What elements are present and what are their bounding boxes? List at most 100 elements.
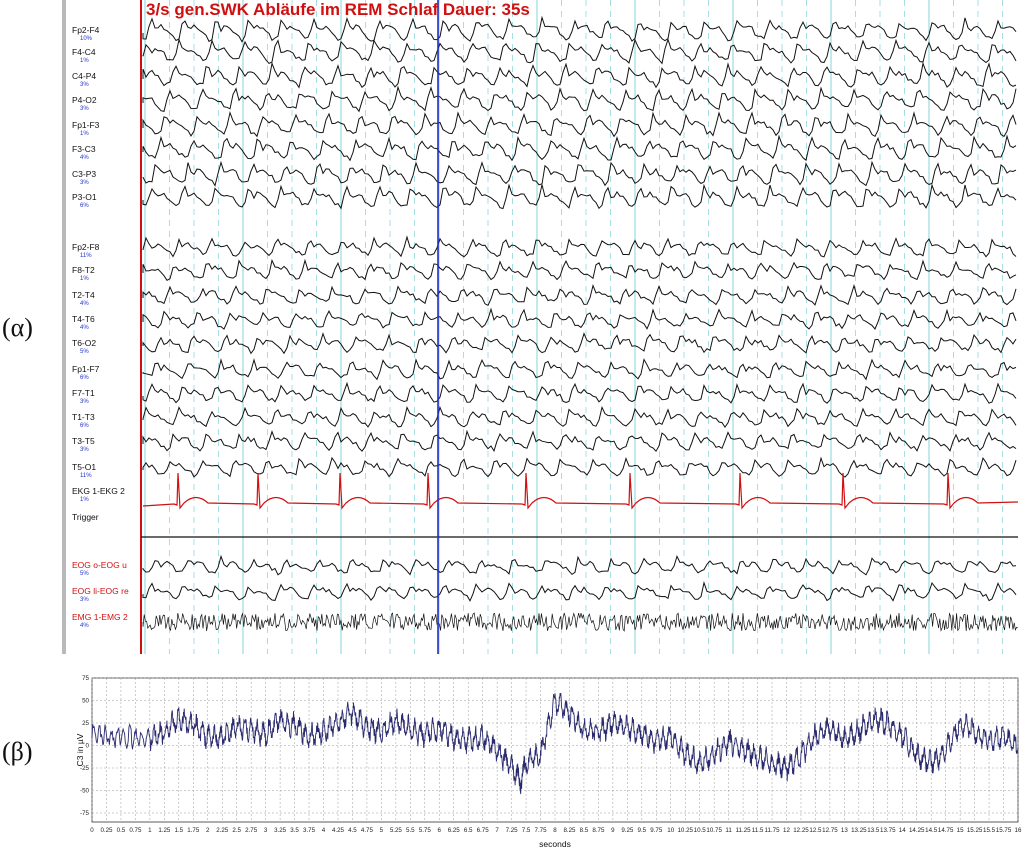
eeg-channel-trace [142,258,1017,281]
channel-gain: 6% [80,423,89,429]
c3-x-tick-label: 12.5 [809,827,822,834]
c3-x-tick-label: 12.75 [822,827,838,834]
c3-x-tick-label: 10.5 [694,827,707,834]
eeg-channel-trace [142,134,1017,162]
channel-gain: 3% [80,180,89,186]
c3-x-tick-label: 1.5 [175,827,184,834]
eeg-channel-trace [142,307,1017,330]
eeg-channel-trace [142,283,1017,306]
c3-x-tick-label: 7.75 [535,827,548,834]
eeg-channel-trace [142,580,1017,602]
c3-x-tick-label: 15.5 [983,827,996,834]
channel-gain: 4% [80,623,89,629]
c3-x-tick-label: 11.25 [736,827,752,834]
c3-x-tick-label: 6.75 [477,827,490,834]
c3-y-tick-label: -50 [80,788,90,795]
c3-x-tick-label: 4.75 [361,827,374,834]
eeg-channel-trace [142,456,1017,478]
c3-x-tick-label: 7 [495,827,499,834]
c3-x-tick-label: 5.5 [406,827,415,834]
c3-x-tick-label: 14.25 [909,827,925,834]
c3-y-tick-label: 75 [82,675,89,682]
channel-gain: 3% [80,106,89,112]
eeg-channel-labels: Fp2-F410%F4-C41%C4-P43%P4-O23%Fp1-F31%F3… [72,25,129,629]
c3-x-tick-label: 0.25 [100,827,113,834]
panel-label-alpha: (α) [2,313,33,342]
c3-x-tick-label: 12 [783,827,790,834]
c3-y-tick-label: 25 [82,720,89,727]
c3-x-tick-label: 15.75 [996,827,1012,834]
channel-gain: 3% [80,447,89,453]
c3-x-tick-label: 1.25 [158,827,171,834]
channel-label: T2-T4 [72,290,95,300]
c3-x-tick-label: 4.5 [348,827,357,834]
c3-x-tick-label: 14.75 [938,827,954,834]
eeg-channel-trace [142,61,1017,89]
channel-label: C4-P4 [72,71,96,81]
c3-x-tick-label: 11.75 [765,827,781,834]
c3-x-tick-label: 9.75 [650,827,663,834]
channel-label: EKG 1-EKG 2 [72,486,125,496]
c3-x-tick-label: 6.25 [448,827,461,834]
channel-gain: 4% [80,301,89,307]
c3-x-tick-label: 3.75 [303,827,316,834]
c3-x-tick-label: 8.75 [592,827,605,834]
channel-label: T5-O1 [72,462,96,472]
channel-label: T4-T6 [72,314,95,324]
c3-x-tick-label: 13.75 [880,827,896,834]
c3-x-tick-label: 10.75 [706,827,722,834]
c3-x-tick-label: 0 [90,827,94,834]
c3-x-tick-label: 2.75 [245,827,258,834]
c3-x-tick-label: 15.25 [967,827,983,834]
channel-label: Trigger [72,512,99,522]
c3-y-axis-label: C3 in µV [75,733,85,766]
eeg-label-column [66,0,140,654]
c3-x-tick-label: 11.5 [752,827,764,834]
channel-label: Fp2-F8 [72,242,100,252]
eeg-channel-trace [142,429,1017,453]
c3-y-tick-label: -25 [80,765,90,772]
c3-x-tick-label: 0.5 [117,827,126,834]
eeg-channel-trace [142,235,1017,258]
c3-x-tick-label: 13 [841,827,848,834]
channel-gain: 11% [80,473,92,479]
channel-label: Fp1-F7 [72,364,100,374]
eeg-channel-trace [142,358,1017,381]
c3-x-tick-label: 15 [957,827,964,834]
channel-gain: 5% [80,349,89,355]
c3-x-tick-label: 0.75 [129,827,142,834]
c3-x-tick-label: 8 [553,827,557,834]
c3-x-tick-label: 6 [438,827,442,834]
channel-gain: 11% [80,253,92,259]
eeg-channel-trace [142,85,1017,113]
c3-x-tick-label: 7.25 [506,827,519,834]
eeg-channel-trace [142,405,1017,428]
c3-x-tick-label: 13.25 [851,827,867,834]
c3-x-tick-label: 16 [1015,827,1022,834]
channel-label: F8-T2 [72,265,95,275]
channel-label: T3-T5 [72,436,95,446]
channel-gain: 6% [80,203,89,209]
eeg-channel-trace [142,332,1017,355]
channel-label: Fp1-F3 [72,120,100,130]
channel-label: EMG 1-EMG 2 [72,612,128,622]
channel-gain: 4% [80,325,89,331]
panel-label-beta: (β) [2,737,33,766]
c3-x-tick-label: 3.25 [274,827,287,834]
c3-y-tick-label: -75 [80,810,90,817]
c3-x-tick-label: 5 [380,827,384,834]
c3-x-axis-label: seconds [539,839,571,849]
c3-grid [91,677,1019,822]
ekg-trace [142,472,1019,510]
eeg-channel-trace [142,15,1017,43]
eeg-sidebar-strip [62,0,66,654]
c3-x-tick-label: 3 [264,827,268,834]
c3-x-tick-label: 1 [148,827,152,834]
eeg-title: 3/s gen.SWK Abläufe im REM Schlaf Dauer:… [146,0,530,19]
c3-y-tick-label: 0 [86,743,90,750]
c3-x-tick-label: 2.5 [232,827,241,834]
c3-series-line [91,692,1019,795]
c3-x-tick-label: 2 [206,827,210,834]
